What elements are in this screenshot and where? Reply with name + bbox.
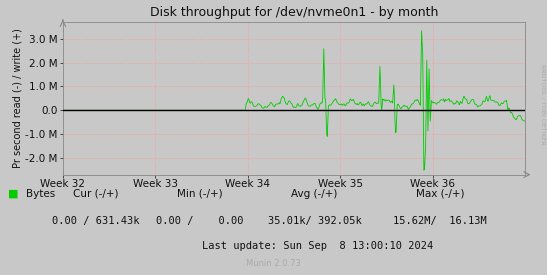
Text: Cur (-/+): Cur (-/+) — [73, 189, 119, 199]
Text: Last update: Sun Sep  8 13:00:10 2024: Last update: Sun Sep 8 13:00:10 2024 — [202, 241, 433, 251]
Text: Munin 2.0.73: Munin 2.0.73 — [246, 260, 301, 268]
Text: Max (-/+): Max (-/+) — [416, 189, 464, 199]
Y-axis label: Pr second read (-) / write (+): Pr second read (-) / write (+) — [12, 28, 22, 168]
Title: Disk throughput for /dev/nvme0n1 - by month: Disk throughput for /dev/nvme0n1 - by mo… — [150, 6, 438, 20]
Text: ■: ■ — [8, 189, 19, 199]
Text: RRDTOOL / TOBI OETIKER: RRDTOOL / TOBI OETIKER — [541, 64, 546, 145]
Text: 0.00 /    0.00: 0.00 / 0.00 — [156, 216, 243, 226]
Text: 15.62M/  16.13M: 15.62M/ 16.13M — [393, 216, 487, 226]
Text: Bytes: Bytes — [26, 189, 55, 199]
Text: Min (-/+): Min (-/+) — [177, 189, 223, 199]
Text: 35.01k/ 392.05k: 35.01k/ 392.05k — [267, 216, 362, 226]
Text: 0.00 / 631.43k: 0.00 / 631.43k — [52, 216, 139, 226]
Text: Avg (-/+): Avg (-/+) — [292, 189, 337, 199]
